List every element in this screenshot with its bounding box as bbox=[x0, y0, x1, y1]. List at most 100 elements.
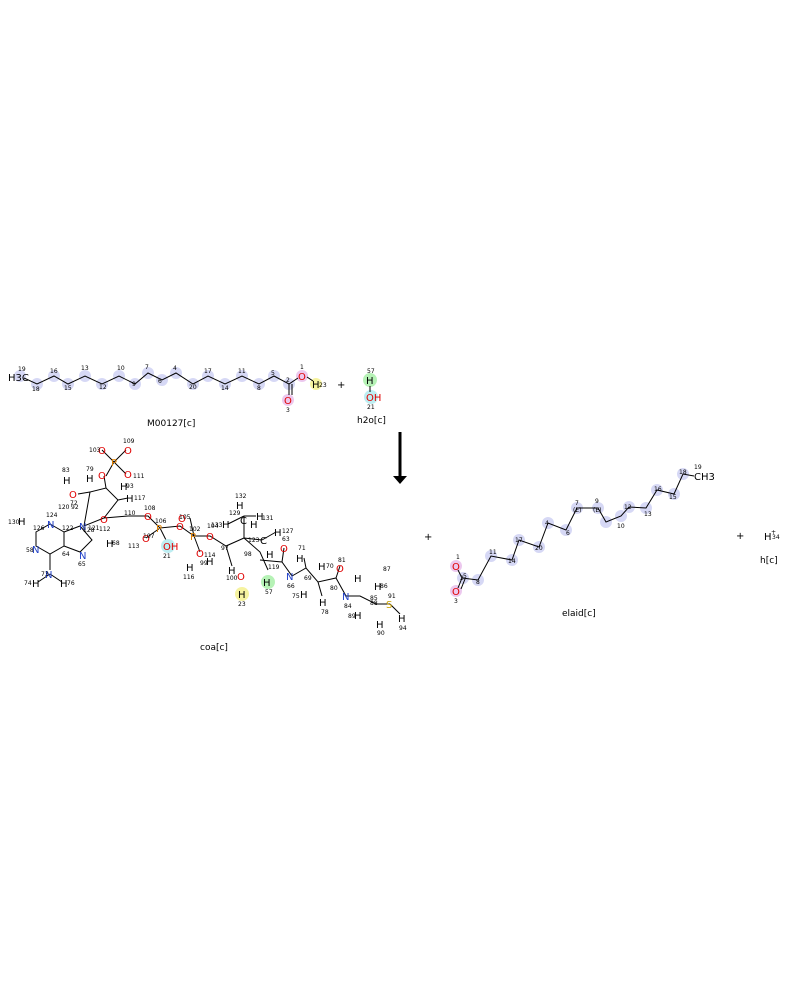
svg-text:H: H bbox=[120, 482, 128, 493]
svg-text:C: C bbox=[260, 536, 267, 547]
atom-number: 14 bbox=[508, 558, 516, 565]
atom-number: 58 bbox=[26, 547, 34, 554]
coa-h23-highlight bbox=[235, 587, 249, 601]
atom-number: 126 bbox=[33, 525, 45, 532]
atom-number: 78 bbox=[321, 609, 329, 616]
reactant-water: 57 H OH 21 h2o[c] bbox=[357, 368, 386, 426]
atom-number: 2 bbox=[286, 377, 290, 384]
atom-number: 76 bbox=[67, 580, 75, 587]
e-mark-2: (E) bbox=[593, 507, 601, 514]
o3-label: O bbox=[284, 396, 292, 407]
carbon-number-labels: 19 18 16 15 13 12 10 9 7 6 4 20 17 14 11 8 5 2 bbox=[18, 364, 290, 393]
pantetheine-chain bbox=[259, 559, 390, 605]
svg-text:H: H bbox=[296, 554, 304, 565]
svg-text:N: N bbox=[79, 551, 86, 562]
atom-number: 8 bbox=[476, 579, 480, 586]
atom-number: 12 bbox=[99, 384, 107, 391]
atom-number: 122 bbox=[62, 525, 74, 532]
atom-number: 94 bbox=[399, 625, 407, 632]
proton-label: H bbox=[764, 532, 772, 543]
atom-number: 13 bbox=[81, 365, 89, 372]
atom-number: 73 bbox=[41, 571, 49, 578]
atom-number: 15 bbox=[669, 494, 677, 501]
svg-text:H: H bbox=[63, 476, 71, 487]
atom-number: 83 bbox=[62, 467, 70, 474]
svg-text:H: H bbox=[398, 614, 406, 625]
svg-text:O: O bbox=[69, 490, 77, 501]
atom-number: 14 bbox=[221, 385, 229, 392]
atom-number: 6 bbox=[566, 530, 570, 537]
atom-number: 79 bbox=[86, 466, 94, 473]
atom-number: 7 bbox=[575, 500, 579, 507]
elaidate-o1-highlight bbox=[450, 560, 462, 572]
atom-number: 99 bbox=[200, 560, 208, 567]
atom-number: 16 bbox=[50, 368, 58, 375]
atom-number: 90 bbox=[377, 630, 385, 637]
svg-text:O: O bbox=[100, 515, 108, 526]
coa-name: coa[c] bbox=[200, 643, 228, 653]
o1-highlight bbox=[296, 370, 308, 382]
atom-number: 8 bbox=[257, 385, 261, 392]
atom-number: 98 bbox=[244, 551, 252, 558]
atom-number: 18 bbox=[679, 469, 687, 476]
water-h-label: H bbox=[366, 376, 374, 387]
atom-number: 68 bbox=[112, 540, 120, 547]
atom-number: 116 bbox=[183, 574, 195, 581]
o1-number: 1 bbox=[300, 364, 304, 371]
plus-sign-3: + bbox=[736, 531, 744, 542]
svg-text:O: O bbox=[336, 564, 344, 575]
atom-number: 5 bbox=[463, 573, 467, 580]
atom-number: 23 bbox=[238, 601, 246, 608]
atom-number: 112 bbox=[99, 526, 111, 533]
o3-highlight bbox=[282, 394, 294, 406]
atom-number: 6 bbox=[158, 378, 162, 385]
atom-number: 17 bbox=[204, 368, 212, 375]
atom-number: 70 bbox=[326, 563, 334, 570]
elaidate-o: O bbox=[452, 587, 460, 598]
atom-number: 72 bbox=[70, 500, 78, 507]
atom-number: 66 bbox=[287, 583, 295, 590]
atom-number: 87 bbox=[383, 566, 391, 573]
svg-text:H: H bbox=[238, 590, 246, 601]
atom-number: 10 bbox=[617, 523, 625, 530]
atom-number: 80 bbox=[330, 585, 338, 592]
atom-number: 12 bbox=[624, 504, 632, 511]
atom-number: 13 bbox=[644, 511, 652, 518]
atom-number: 9 bbox=[595, 498, 599, 505]
atom-number: 20 bbox=[189, 384, 197, 391]
atom-number: 132 bbox=[235, 493, 247, 500]
svg-text:P: P bbox=[156, 524, 162, 535]
o-h-bond bbox=[306, 376, 314, 382]
atom-number: 20 bbox=[535, 545, 543, 552]
atom-number: 131 bbox=[262, 515, 274, 522]
svg-text:N: N bbox=[47, 520, 54, 531]
svg-text:H: H bbox=[236, 501, 244, 512]
atom-number: 133 bbox=[211, 522, 223, 529]
atom-number: 100 bbox=[226, 575, 238, 582]
atom-number: 19 bbox=[694, 464, 702, 471]
svg-text:O: O bbox=[98, 471, 106, 482]
carbon-chain-bonds bbox=[23, 372, 299, 385]
atom-number: 7 bbox=[145, 364, 149, 371]
elaidate-chain-bonds bbox=[461, 473, 695, 581]
elaidate-o-minus: O bbox=[452, 562, 460, 573]
svg-text:C: C bbox=[240, 516, 247, 527]
water-o-highlight bbox=[364, 390, 378, 404]
atom-number: 64 bbox=[62, 551, 70, 558]
fatty-acyl-name: M00127[c] bbox=[147, 419, 195, 429]
reactant-fatty-acyl: H3C O 1 O 3 H 23 19181615131210976420171… bbox=[8, 364, 327, 429]
atom-number: 21 bbox=[163, 553, 171, 560]
atom-number: 57 bbox=[265, 589, 273, 596]
atom-number: 17 bbox=[515, 537, 523, 544]
svg-text:O: O bbox=[178, 514, 186, 525]
svg-text:H: H bbox=[126, 494, 134, 505]
atom-number: 81 bbox=[338, 557, 346, 564]
svg-text:H: H bbox=[106, 539, 114, 550]
svg-text:H: H bbox=[374, 582, 382, 593]
product-coa: N N N N N H H H H O O H H O P O O O H H … bbox=[8, 438, 407, 653]
atom-number: 11 bbox=[489, 549, 497, 556]
atom-number: 75 bbox=[292, 593, 300, 600]
atom-number: 88 bbox=[370, 600, 378, 607]
atom-number: 2 bbox=[460, 575, 464, 582]
